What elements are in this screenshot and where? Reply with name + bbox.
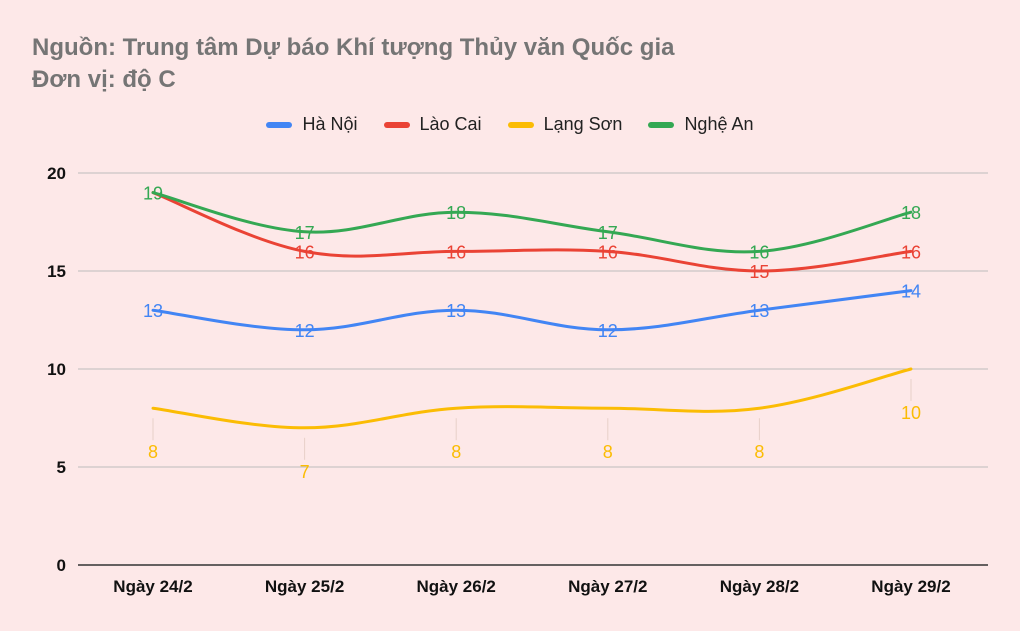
x-tick-label: Ngày 24/2: [113, 577, 192, 596]
data-label-ha-noi: 14: [901, 282, 921, 302]
legend-item-lao-cai[interactable]: Lào Cai: [383, 114, 482, 135]
data-label-ha-noi: 12: [295, 321, 315, 341]
x-tick-label: Ngày 26/2: [417, 577, 496, 596]
series-line-lang-son: [151, 367, 913, 430]
y-tick-label: 20: [47, 164, 66, 183]
data-label-lao-cai: 15: [749, 262, 769, 282]
data-label-lang-son: 7: [300, 462, 310, 482]
legend-swatch-lao-cai: [383, 121, 410, 128]
legend-swatch-lang-son: [507, 121, 534, 128]
y-axis: 0 5 10 15 20: [47, 164, 66, 575]
legend-label-lang-son: Lạng Sơn: [543, 114, 623, 134]
data-label-lao-cai: 16: [901, 242, 921, 262]
x-tick-label: Ngày 29/2: [871, 577, 950, 596]
legend-swatch-nghe-an: [648, 121, 675, 128]
x-tick-label: Ngày 25/2: [265, 577, 344, 596]
legend-label-ha-noi: Hà Nội: [302, 114, 358, 134]
legend-item-nghe-an[interactable]: Nghệ An: [648, 114, 754, 135]
chart-legend: Hà Nội Lào Cai Lạng Sơn Nghệ An: [0, 114, 1020, 135]
data-label-ha-noi: 13: [749, 301, 769, 321]
data-label-lang-son: 8: [754, 442, 764, 462]
chart-title-line-1: Nguồn: Trung tâm Dự báo Khí tượng Thủy v…: [32, 34, 675, 61]
data-label-nghe-an: 17: [295, 223, 315, 243]
data-label-lao-cai: 16: [598, 242, 618, 262]
y-tick-label: 10: [47, 360, 66, 379]
x-tick-label: Ngày 28/2: [720, 577, 799, 596]
legend-label-lao-cai: Lào Cai: [419, 114, 482, 134]
legend-item-lang-son[interactable]: Lạng Sơn: [507, 114, 623, 135]
data-label-lang-son: 10: [901, 403, 921, 423]
x-tick-label: Ngày 27/2: [568, 577, 647, 596]
data-label-nghe-an: 18: [446, 203, 466, 223]
legend-label-nghe-an: Nghệ An: [684, 114, 754, 134]
series-group: [151, 191, 913, 430]
x-axis: Ngày 24/2 Ngày 25/2 Ngày 26/2 Ngày 27/2 Ngày…: [113, 577, 950, 596]
series-line-ha-noi: [151, 289, 913, 332]
series-line-nghe-an: [151, 191, 913, 254]
data-label-nghe-an: 16: [749, 242, 769, 262]
data-label-ha-noi: 13: [446, 301, 466, 321]
chart-title: Nguồn: Trung tâm Dự báo Khí tượng Thủy v…: [32, 32, 674, 96]
data-label-lang-son: 8: [451, 442, 461, 462]
data-label-lang-son: 8: [148, 442, 158, 462]
data-label-lao-cai: 16: [295, 242, 315, 262]
grid-lines: [78, 172, 988, 566]
legend-item-ha-noi[interactable]: Hà Nội: [266, 114, 358, 135]
y-tick-label: 0: [57, 556, 66, 575]
data-label-ha-noi: 13: [143, 301, 163, 321]
data-label-ha-noi: 12: [598, 321, 618, 341]
y-tick-label: 5: [57, 458, 66, 477]
chart-title-line-2: Đơn vị: độ C: [32, 66, 176, 93]
data-label-lang-son: 8: [603, 442, 613, 462]
data-label-nghe-an: 17: [598, 223, 618, 243]
series-line-lao-cai: [151, 191, 913, 273]
data-label-nghe-an: 19: [143, 184, 163, 204]
y-tick-label: 15: [47, 262, 66, 281]
data-label-nghe-an: 18: [901, 203, 921, 223]
legend-swatch-ha-noi: [266, 121, 293, 128]
data-label-lao-cai: 16: [446, 242, 466, 262]
